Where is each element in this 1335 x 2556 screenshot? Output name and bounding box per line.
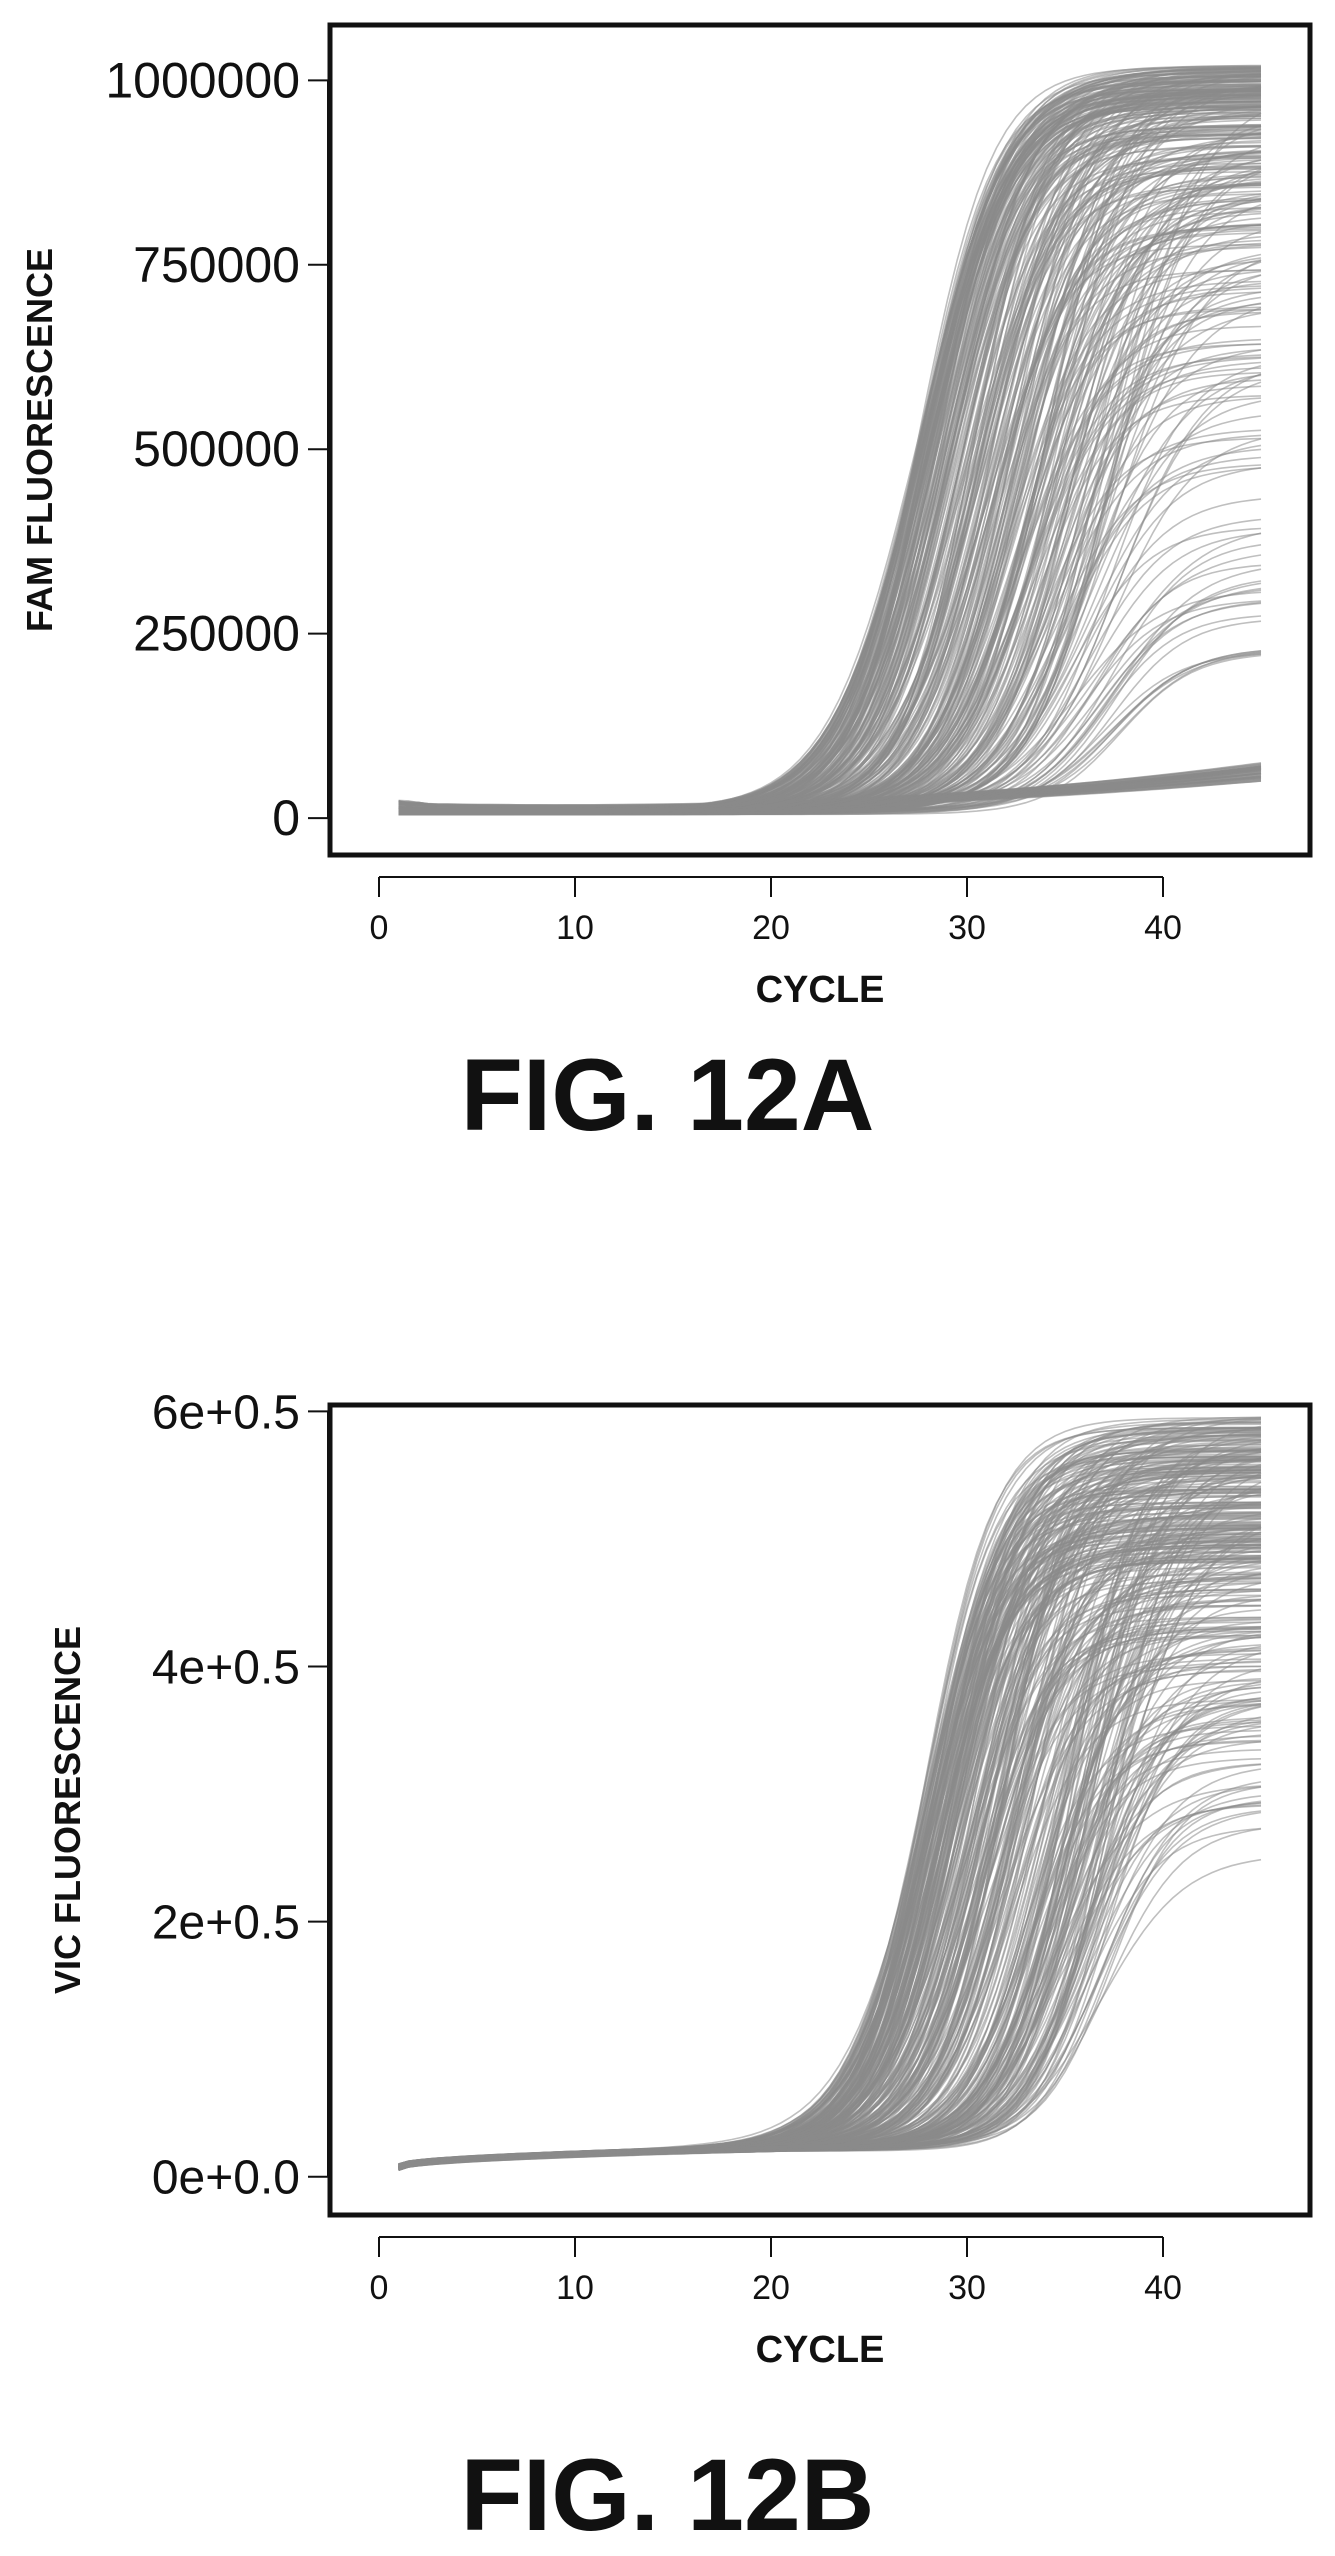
amplification-curve xyxy=(398,78,1261,812)
y-tick-label: 0 xyxy=(272,790,300,846)
x-tick-label: 0 xyxy=(370,2269,389,2307)
amplification-curve xyxy=(398,165,1262,814)
x-tick-label: 20 xyxy=(752,909,790,947)
x-tick-label: 10 xyxy=(556,909,594,947)
amplification-curve xyxy=(398,1524,1262,2170)
x-axis: 0 10 20 30 40 xyxy=(370,2236,1182,2307)
amplification-curve xyxy=(398,1503,1261,2171)
amplification-curve xyxy=(398,1559,1262,2165)
y-axis: 0 250000 500000 750000 1000000 xyxy=(105,52,330,846)
y-tick-label: 6e+0.5 xyxy=(152,1386,300,1439)
figure-caption: FIG. 12A xyxy=(460,1038,875,1152)
x-tick-label: 30 xyxy=(948,2269,986,2307)
amplification-curve xyxy=(398,111,1262,813)
y-axis: 0e+0.0 2e+0.5 4e+0.5 6e+0.5 xyxy=(152,1386,330,2205)
amplification-curve xyxy=(398,1561,1262,2166)
plot-frame xyxy=(327,22,1313,858)
y-tick-label: 250000 xyxy=(133,606,300,662)
amplification-curve xyxy=(398,1502,1262,2171)
vic-fluorescence-chart: 0e+0.0 2e+0.5 4e+0.5 6e+0.5 0 10 20 30 40 CYCLE VI… xyxy=(47,1386,1313,2371)
x-axis-title: CYCLE xyxy=(756,969,885,1011)
figure-caption: FIG. 12B xyxy=(460,2438,875,2552)
y-tick-label: 4e+0.5 xyxy=(152,1641,300,1694)
y-tick-label: 1000000 xyxy=(105,52,300,108)
plot-frame xyxy=(327,1402,1313,2218)
y-tick-label: 500000 xyxy=(133,421,300,477)
amplification-curve xyxy=(398,88,1261,812)
y-tick-label: 2e+0.5 xyxy=(152,1897,300,1950)
y-tick-label: 0e+0.0 xyxy=(152,2152,300,2205)
amplification-curve xyxy=(398,100,1262,810)
amplification-curve xyxy=(398,109,1262,814)
amplification-curves xyxy=(398,64,1262,816)
x-axis: 0 10 20 30 40 xyxy=(370,876,1182,947)
figure-12b: 0e+0.0 2e+0.5 4e+0.5 6e+0.5 0 10 20 30 40 CYCLE VI… xyxy=(0,1350,1335,2550)
x-tick-label: 40 xyxy=(1144,2269,1182,2307)
fam-fluorescence-chart: 0 250000 500000 750000 1000000 0 10 20 30 40 CYCLE… xyxy=(19,22,1313,1011)
amplification-curve xyxy=(398,151,1262,813)
amplification-curves xyxy=(398,1416,1262,2172)
x-tick-label: 10 xyxy=(556,2269,594,2307)
amplification-curve xyxy=(398,97,1262,816)
y-axis-title: VIC FLUORESCENCE xyxy=(47,1626,88,1994)
y-tick-label: 750000 xyxy=(133,237,300,293)
x-tick-label: 40 xyxy=(1144,909,1182,947)
amplification-curve xyxy=(398,1554,1261,2166)
amplification-curve xyxy=(398,166,1262,811)
amplification-curve xyxy=(398,1811,1262,2168)
x-tick-label: 20 xyxy=(752,2269,790,2307)
x-axis-title: CYCLE xyxy=(756,2329,885,2371)
x-tick-label: 30 xyxy=(948,909,986,947)
amplification-curve xyxy=(398,151,1262,815)
amplification-curve xyxy=(398,150,1262,815)
amplification-curve xyxy=(398,1477,1262,2171)
x-tick-label: 0 xyxy=(370,909,389,947)
amplification-curve xyxy=(398,198,1262,816)
amplification-curve xyxy=(398,155,1261,813)
amplification-curve xyxy=(398,91,1262,810)
y-axis-title: FAM FLUORESCENCE xyxy=(19,248,60,632)
figure-12a: 0 250000 500000 750000 1000000 0 10 20 30 40 CYCLE… xyxy=(0,0,1335,1200)
